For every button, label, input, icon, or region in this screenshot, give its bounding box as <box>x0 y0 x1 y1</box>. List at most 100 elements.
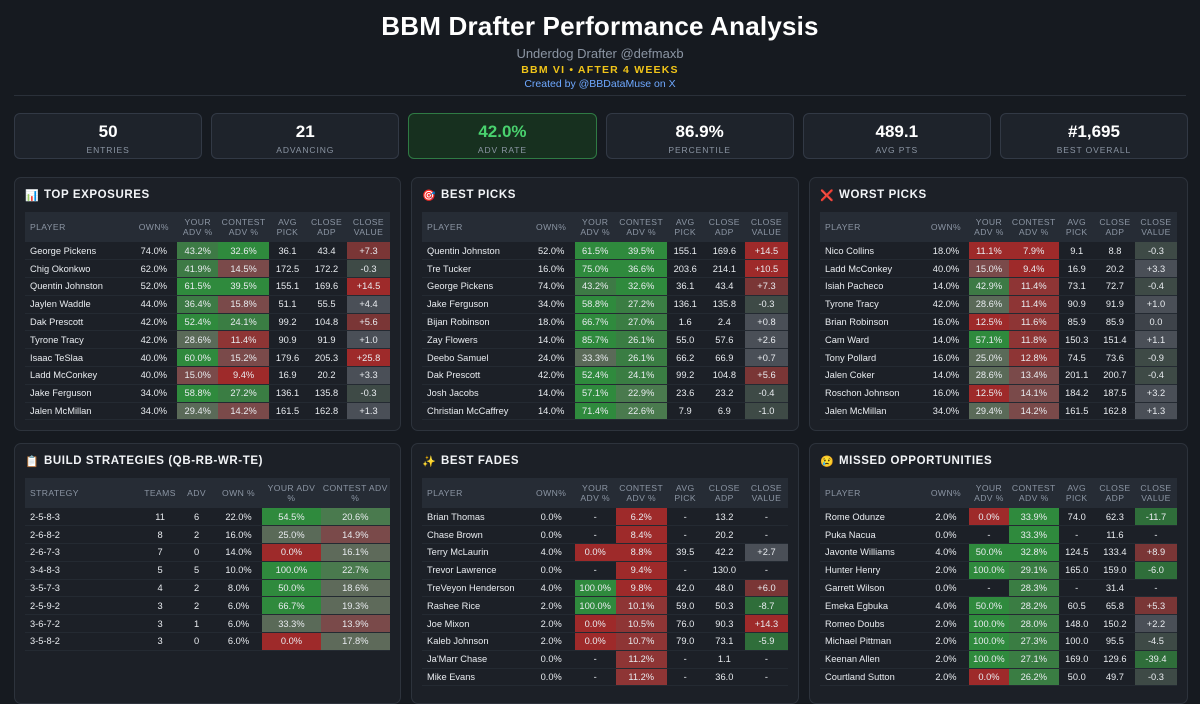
table-cell: 11 <box>141 508 179 527</box>
table-cell: 32.8% <box>1008 543 1059 562</box>
table-row: Javonte Williams 4.0% 50.0% 32.8% 124.5 133.4… <box>820 543 1177 562</box>
player-name-cell: Quentin Johnston <box>422 242 528 261</box>
table-cell: 36.6% <box>615 259 667 279</box>
table-cell: 36.1 <box>268 242 307 261</box>
table-cell: 11.6 <box>1094 525 1135 545</box>
table-cell: 14.0% <box>527 330 575 350</box>
table-cell: 74.0% <box>130 242 178 261</box>
table-cell: 27.2% <box>218 384 269 403</box>
table-cell: 22.9% <box>615 384 667 403</box>
table-cell: 39.5 <box>666 543 704 562</box>
table-row: Terry McLaurin 4.0% 0.0% 8.8% 39.5 42.2 +2.7 <box>422 543 788 562</box>
table-cell: -0.3 <box>744 295 788 314</box>
table-cell: 34.0% <box>130 384 178 403</box>
table-row: Romeo Doubs 2.0% 100.0% 28.0% 148.0 150.2 +2.2 <box>820 614 1177 634</box>
table-cell: -1.0 <box>744 402 788 421</box>
table-cell: 33.3% <box>262 614 321 634</box>
player-name-cell: Josh Jacobs <box>422 384 528 403</box>
table-cell: +14.3 <box>744 614 788 634</box>
column-header: YOUR ADV % <box>177 212 219 242</box>
player-name-cell: Jaylen Waddle <box>25 295 131 314</box>
table-cell: 1.6 <box>666 313 704 332</box>
table-cell: 90.3 <box>703 614 745 634</box>
table-cell: 60.0% <box>177 348 219 368</box>
strategy-cell: 3-6-7-2 <box>25 614 142 634</box>
stat-label: ADV RATE <box>477 145 527 155</box>
table-cell: - <box>666 650 704 669</box>
table-cell: 100.0% <box>574 596 616 616</box>
column-header: CONTEST ADV % <box>320 478 390 508</box>
table-cell: 28.2% <box>1008 596 1059 616</box>
table-cell: 52.4% <box>177 313 219 332</box>
table-cell: 2.0% <box>923 561 969 580</box>
panel-title: ❌ WORST PICKS <box>820 178 1177 212</box>
table-cell: 90.9 <box>268 330 307 350</box>
table-row: 3-5-7-3 4 2 8.0% 50.0% 18.6% <box>25 579 390 598</box>
table-cell: 22.6% <box>615 402 667 421</box>
table-cell: 31.4 <box>1094 579 1135 598</box>
player-name-cell: Dak Prescott <box>422 366 528 385</box>
table-cell: +1.1 <box>1134 330 1177 350</box>
player-name-cell: Brian Thomas <box>422 508 528 527</box>
table-cell: 58.8% <box>177 384 219 403</box>
table-cell: 40.0% <box>130 366 178 385</box>
column-header: CONTEST ADV % <box>615 212 667 242</box>
worst-picks-panel: ❌ WORST PICKS PLAYER OWN% YOUR ADV % CONTEST… <box>809 177 1188 431</box>
table-cell: 4.0% <box>923 596 969 616</box>
table-row: Ladd McConkey 40.0% 15.0% 9.4% 16.9 20.2 +3.3 <box>820 259 1177 279</box>
table-cell: 5 <box>178 561 215 580</box>
table-cell: 61.5% <box>574 242 616 261</box>
table-row: George Pickens 74.0% 43.2% 32.6% 36.1 43.4 +7.… <box>25 242 390 261</box>
table-cell: 17.8% <box>320 632 390 651</box>
panel-title: 📊 TOP EXPOSURES <box>25 178 390 212</box>
table-cell: 15.0% <box>968 259 1009 279</box>
table-cell: 34.0% <box>923 402 969 421</box>
strategy-cell: 2-6-7-3 <box>25 543 142 562</box>
table-row: Joe Mixon 2.0% 0.0% 10.5% 76.0 90.3 +14.3 <box>422 614 788 634</box>
table-cell: 5 <box>141 561 179 580</box>
table-row: Deebo Samuel 24.0% 33.3% 26.1% 66.2 66.9 +0.7 <box>422 348 788 368</box>
panel-title-text: MISSED OPPORTUNITIES <box>839 455 993 467</box>
table-cell: 124.5 <box>1058 543 1095 562</box>
table-cell: 14.0% <box>923 277 969 296</box>
table-cell: 32.6% <box>218 242 269 261</box>
column-header: CLOSE VALUE <box>1134 212 1177 242</box>
player-name-cell: Ladd McConkey <box>820 259 924 279</box>
table-cell: 72.7 <box>1094 277 1135 296</box>
table-cell: 136.1 <box>666 295 704 314</box>
table-header-row: STRATEGY TEAMS ADV OWN % YOUR ADV % CONTEST A… <box>25 478 390 508</box>
player-name-cell: Jake Ferguson <box>422 295 528 314</box>
table-cell: 7.9% <box>1008 242 1059 261</box>
panel-title-text: WORST PICKS <box>839 189 927 201</box>
table-cell: +5.3 <box>1134 596 1177 616</box>
table-cell: 11.6% <box>1008 313 1059 332</box>
sparkles-icon: ✨ <box>422 456 437 468</box>
stat-label: ADVANCING <box>276 145 335 155</box>
table-cell: 20.6% <box>320 508 390 527</box>
player-name-cell: Zay Flowers <box>422 330 528 350</box>
player-name-cell: Terry McLaurin <box>422 543 528 562</box>
table-cell: 1 <box>178 614 215 634</box>
table-cell: 66.2 <box>666 348 704 368</box>
player-name-cell: Rashee Rice <box>422 596 528 616</box>
table-cell: 55.0 <box>666 330 704 350</box>
table-row: Tre Tucker 16.0% 75.0% 36.6% 203.6 214.1 +10.5 <box>422 259 788 279</box>
panel-title-text: BEST PICKS <box>441 189 517 201</box>
table-cell: 0 <box>178 632 215 651</box>
table-row: Isaac TeSlaa 40.0% 60.0% 15.2% 179.6 205.3 +25… <box>25 348 390 368</box>
table-cell: - <box>744 525 788 545</box>
table-row: Jalen Coker 14.0% 28.6% 13.4% 201.1 200.7 -0.4 <box>820 366 1177 385</box>
table-cell: 43.2% <box>574 277 616 296</box>
table-cell: +5.6 <box>347 313 390 332</box>
table-row: TreVeyon Henderson 4.0% 100.0% 9.8% 42.0 48.0… <box>422 579 788 598</box>
table-cell: 8.8 <box>1094 242 1135 261</box>
table-cell: 28.6% <box>968 366 1009 385</box>
column-header: CLOSE VALUE <box>347 212 390 242</box>
table-cell: - <box>1058 579 1095 598</box>
table-row: Nico Collins 18.0% 11.1% 7.9% 9.1 8.8 -0.3 <box>820 242 1177 261</box>
table-cell: 28.6% <box>177 330 219 350</box>
strategy-cell: 3-5-8-2 <box>25 632 142 651</box>
table-cell: 4.0% <box>527 579 575 598</box>
table-row: Jaylen Waddle 44.0% 36.4% 15.8% 51.1 55.5 +4.4 <box>25 295 390 314</box>
table-cell: - <box>1134 579 1177 598</box>
